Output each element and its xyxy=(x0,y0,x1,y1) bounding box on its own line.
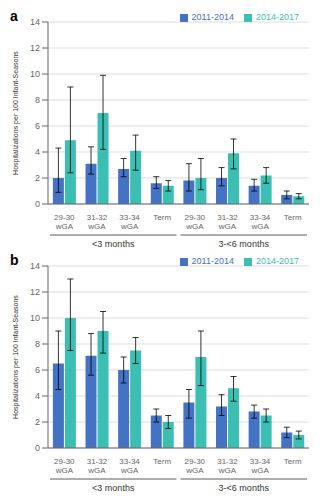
svg-text:14: 14 xyxy=(30,17,40,27)
svg-text:12: 12 xyxy=(30,287,40,297)
html-text:a: a xyxy=(10,8,18,24)
svg-text:29-30wGA: 29-30wGA xyxy=(54,457,75,475)
svg-text:31-32wGA: 31-32wGA xyxy=(87,213,108,231)
svg-text:33-34wGA: 33-34wGA xyxy=(250,457,271,475)
html-text:2011-2014: 2011-2014 xyxy=(191,256,234,266)
svg-text:14: 14 xyxy=(30,261,40,271)
html-text:2011-2014: 2011-2014 xyxy=(191,12,234,22)
svg-text:10: 10 xyxy=(30,69,40,79)
svg-text:12: 12 xyxy=(30,43,40,53)
svg-text:Hospitalizations per 100 Infan: Hospitalizations per 100 Infant-Seasons xyxy=(12,51,20,175)
svg-text:0: 0 xyxy=(35,199,40,209)
svg-text:6: 6 xyxy=(35,121,40,131)
html-text:b: b xyxy=(10,252,19,268)
svg-text:Term: Term xyxy=(153,457,171,466)
svg-text:8: 8 xyxy=(35,339,40,349)
svg-text:4: 4 xyxy=(35,391,40,401)
html-text:2014-2017: 2014-2017 xyxy=(256,256,299,266)
svg-text:4: 4 xyxy=(35,147,40,157)
svg-text:8: 8 xyxy=(35,95,40,105)
svg-text:<3 months: <3 months xyxy=(92,483,135,492)
svg-text:31-32wGA: 31-32wGA xyxy=(87,457,108,475)
svg-text:29-30wGA: 29-30wGA xyxy=(54,213,75,231)
svg-text:10: 10 xyxy=(30,313,40,323)
svg-text:29-30wGA: 29-30wGA xyxy=(185,213,206,231)
svg-text:33-34wGA: 33-34wGA xyxy=(119,213,140,231)
svg-text:29-30wGA: 29-30wGA xyxy=(185,457,206,475)
svg-text:2: 2 xyxy=(35,173,40,183)
svg-text:0: 0 xyxy=(35,443,40,453)
svg-text:Term: Term xyxy=(284,457,302,466)
svg-text:3-<6 months: 3-<6 months xyxy=(219,483,270,492)
svg-text:31-32wGA: 31-32wGA xyxy=(217,457,238,475)
svg-text:3-<6 months: 3-<6 months xyxy=(219,239,270,248)
html-text:2014-2017: 2014-2017 xyxy=(256,12,299,22)
svg-text:33-34wGA: 33-34wGA xyxy=(119,457,140,475)
svg-text:Hospitalizations per 100 Infan: Hospitalizations per 100 Infant-Seasons xyxy=(12,295,20,419)
svg-text:33-34wGA: 33-34wGA xyxy=(250,213,271,231)
svg-text:Term: Term xyxy=(284,213,302,222)
svg-text:2: 2 xyxy=(35,417,40,427)
svg-text:<3 months: <3 months xyxy=(92,239,135,248)
svg-text:Term: Term xyxy=(153,213,171,222)
svg-text:6: 6 xyxy=(35,365,40,375)
svg-text:31-32wGA: 31-32wGA xyxy=(217,213,238,231)
